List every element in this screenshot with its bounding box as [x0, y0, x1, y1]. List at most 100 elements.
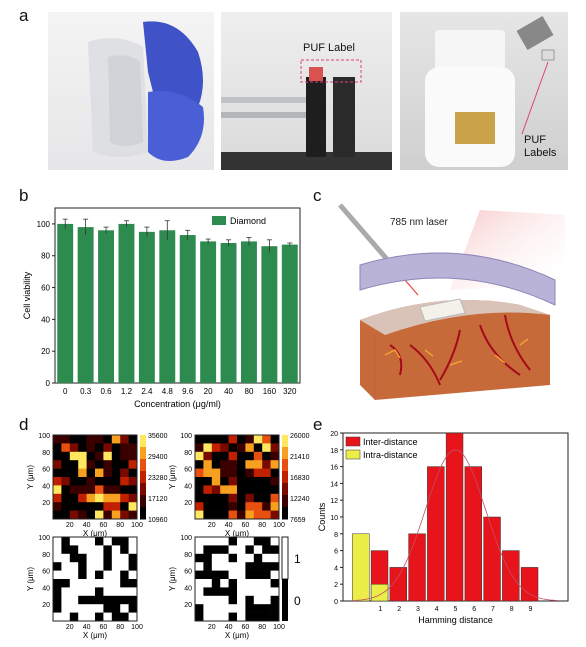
heatmap-cell	[120, 545, 129, 555]
heatmap-cell	[69, 545, 79, 555]
photo-bottle-labels: PUF Labels	[400, 12, 568, 170]
heatmap-cell	[120, 595, 129, 605]
x-tick-label: 160	[263, 387, 277, 396]
colorbar-tick-label: 21410	[290, 454, 310, 461]
legend-swatch	[212, 216, 226, 225]
heatmap-cell	[195, 510, 204, 520]
tissue-surface	[360, 300, 550, 335]
colorbar-segment	[282, 447, 288, 460]
heatmap-cell	[111, 468, 121, 478]
heatmap-cell	[270, 612, 280, 622]
x-tick-label: 0.3	[80, 387, 92, 396]
heatmap-cell	[237, 477, 246, 486]
heatmap-cell	[228, 435, 238, 444]
colorbar-segment	[140, 483, 146, 496]
heatmap-cell	[195, 562, 204, 571]
heatmap-cell	[103, 570, 113, 580]
y-tick-label: 0	[46, 379, 51, 388]
heatmap-cell	[128, 451, 138, 461]
x-tick-label: 0.6	[100, 387, 112, 396]
heatmap-cell	[103, 451, 113, 461]
heatmap-cell	[86, 562, 96, 571]
heatmap-cell	[78, 612, 87, 622]
heatmap-cell	[128, 468, 138, 478]
heatmap-cell	[237, 545, 246, 555]
heatmap-cell	[211, 579, 221, 588]
heatmap-cell	[86, 502, 96, 511]
heatmap-cell	[195, 435, 204, 444]
laser-label: 785 nm laser	[390, 217, 448, 228]
heatmap-cell	[228, 579, 238, 588]
bar	[261, 246, 278, 383]
heatmap-cell	[111, 595, 121, 605]
heatmap-cell	[220, 562, 229, 571]
heatmap-cell	[228, 493, 238, 503]
x-axis-label: X (μm)	[83, 529, 107, 538]
heatmap-cell	[245, 612, 255, 622]
y-axis-label: Counts	[317, 502, 327, 531]
heatmap-cell	[195, 460, 204, 469]
heatmap-cell	[253, 553, 263, 563]
heatmap-cell	[95, 570, 104, 580]
heatmap-cell	[211, 451, 221, 461]
y-axis-label: Y (μm)	[168, 567, 177, 591]
heatmap-cell	[86, 570, 96, 580]
inter-bar	[389, 567, 407, 602]
heatmap-cell	[195, 604, 204, 613]
panel-letter-d: d	[19, 415, 29, 434]
heatmap-cell	[270, 477, 280, 486]
laser-fiber	[338, 203, 394, 267]
x-tick-label: 20	[208, 624, 216, 631]
heatmap-cell	[111, 562, 121, 571]
y-tick-label: 4	[334, 565, 338, 572]
heatmap-cell	[86, 485, 96, 495]
heatmap-cell	[69, 485, 79, 495]
heatmap-cell	[203, 468, 213, 478]
heatmap-cell	[95, 493, 104, 503]
heatmap-cell	[120, 579, 129, 588]
heatmap-cell	[270, 443, 280, 453]
x-tick-label: 3	[416, 606, 420, 613]
heatmap-cell	[111, 553, 121, 563]
heatmap-cell	[69, 510, 79, 520]
heatmap-cell	[128, 485, 138, 495]
heatmap-cell	[203, 595, 213, 605]
heatmap-cell	[203, 537, 213, 546]
y-tick-label: 60	[42, 569, 50, 576]
heatmap-cell	[220, 510, 229, 520]
heatmap-cell	[103, 604, 113, 613]
heatmap-cell	[120, 460, 129, 469]
x-tick-label: 80	[258, 522, 266, 529]
heatmap-cell	[211, 612, 221, 622]
y-axis-label: Y (μm)	[168, 465, 177, 489]
heatmap-cell	[195, 485, 204, 495]
heatmap-cell	[228, 485, 238, 495]
heatmap-cell	[245, 545, 255, 555]
glove-film-illustration	[88, 21, 204, 161]
y-tick-label: 60	[184, 467, 192, 474]
heatmap-cell	[211, 435, 221, 444]
heatmap-cell	[78, 510, 87, 520]
x-tick-label: 80	[116, 522, 124, 529]
puf-label-text: PUF Label	[303, 42, 355, 54]
heatmap-cell	[262, 579, 271, 588]
colorbar-segment	[282, 459, 288, 472]
heatmap-cell	[228, 477, 238, 486]
heatmap-cell	[262, 477, 271, 486]
x-tick-label: 9.6	[182, 387, 194, 396]
x-tick-label: 40	[224, 387, 233, 396]
colorbar-segment	[282, 483, 288, 496]
heatmap-cell	[53, 537, 62, 546]
colorbar-segment	[282, 495, 288, 508]
heatmap-cell	[111, 502, 121, 511]
heatmap-cell	[253, 579, 263, 588]
y-tick-label: 20	[41, 347, 50, 356]
heatmap-cell	[220, 570, 229, 580]
inter-bar	[502, 550, 520, 602]
photo-optical-setup: PUF Label	[221, 12, 392, 170]
heatmap-cell	[53, 562, 62, 571]
heatmap-cell	[61, 604, 71, 613]
heatmap-cell	[120, 468, 129, 478]
heatmap-cell	[237, 510, 246, 520]
x-tick-label: 8	[510, 606, 514, 613]
